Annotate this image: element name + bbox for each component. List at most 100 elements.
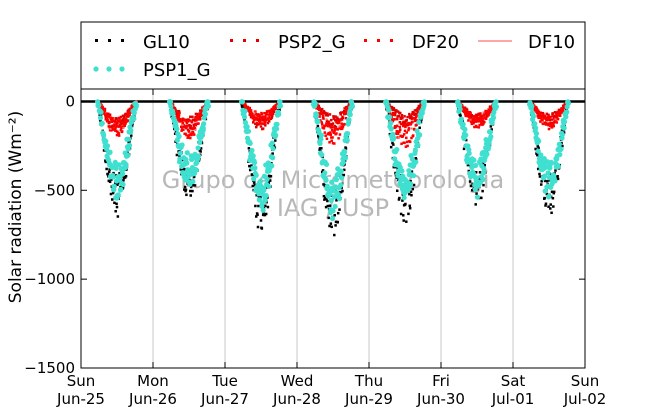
point-df20	[490, 107, 494, 110]
point-df20	[534, 106, 537, 109]
point-gl10	[412, 183, 416, 187]
point-gl10	[341, 189, 344, 193]
point-gl10	[123, 176, 127, 179]
point-gl10	[316, 124, 320, 128]
point-psp1-g	[388, 126, 394, 132]
point-psp1-g	[345, 130, 351, 137]
point-gl10	[328, 224, 331, 228]
point-gl10	[122, 179, 125, 182]
point-psp2-g	[405, 119, 408, 122]
point-psp1-g	[395, 173, 401, 179]
point-psp2-g	[479, 112, 482, 115]
point-df20	[549, 124, 552, 127]
point-psp2-g	[188, 123, 191, 127]
point-psp2-g	[391, 107, 394, 110]
point-psp2-g	[257, 122, 261, 126]
point-psp2-g	[259, 116, 262, 120]
point-psp1-g	[195, 153, 202, 159]
point-psp2-g	[404, 121, 407, 125]
point-psp2-g	[342, 109, 346, 113]
point-psp1-g	[252, 165, 258, 171]
x-tick-day-1: Mon	[137, 372, 169, 390]
point-df20	[406, 144, 409, 148]
point-psp2-g	[320, 110, 323, 113]
point-psp2-g	[408, 112, 411, 116]
point-df20	[324, 124, 328, 127]
point-df10	[541, 121, 544, 124]
point-df20	[113, 128, 117, 131]
point-gl10	[344, 147, 348, 150]
point-df20	[126, 119, 130, 122]
point-df20	[180, 128, 184, 131]
point-psp2-g	[478, 119, 481, 122]
point-psp1-g	[536, 138, 542, 144]
point-df20	[539, 120, 542, 123]
point-df20	[115, 133, 119, 137]
point-gl10	[549, 207, 552, 210]
point-psp2-g	[393, 113, 397, 117]
point-gl10	[560, 129, 564, 132]
point-df20	[344, 116, 348, 120]
point-df20	[487, 113, 490, 117]
point-df20	[112, 128, 115, 131]
point-df20	[333, 129, 336, 132]
point-psp1-g	[336, 196, 343, 202]
point-psp1-g	[317, 140, 323, 146]
legend-marker	[243, 39, 246, 42]
point-gl10	[462, 147, 466, 151]
point-psp2-g	[327, 120, 330, 123]
point-gl10	[189, 194, 192, 197]
legend-marker	[106, 66, 112, 72]
point-psp1-g	[257, 178, 264, 184]
point-df20	[244, 103, 247, 106]
point-psp1-g	[273, 126, 280, 132]
point-psp2-g	[122, 118, 125, 121]
watermark: Grupo de Micrometeorologia IAG / USP	[162, 166, 504, 222]
point-df20	[469, 112, 472, 115]
point-df20	[186, 120, 190, 123]
point-df20	[395, 132, 398, 136]
point-gl10	[189, 189, 192, 193]
point-psp1-g	[342, 149, 348, 155]
point-psp1-g	[394, 146, 400, 153]
point-psp1-g	[416, 119, 422, 125]
point-gl10	[340, 186, 343, 190]
point-gl10	[550, 211, 553, 215]
point-psp1-g	[318, 136, 324, 142]
point-gl10	[490, 128, 493, 131]
legend-marker	[121, 39, 124, 42]
point-gl10	[99, 119, 102, 123]
point-gl10	[121, 186, 125, 190]
point-df20	[186, 124, 189, 127]
legend-marker	[93, 66, 99, 72]
point-df20	[319, 119, 322, 122]
point-df20	[320, 111, 323, 115]
point-df20	[261, 115, 264, 118]
legend-label: PSP1_G	[143, 60, 211, 81]
point-gl10	[475, 192, 478, 195]
point-df20	[103, 109, 107, 112]
point-psp2-g	[193, 119, 197, 122]
point-psp2-g	[400, 114, 404, 117]
point-psp2-g	[122, 115, 126, 119]
point-psp1-g	[413, 159, 419, 165]
point-gl10	[458, 113, 462, 116]
point-psp2-g	[262, 119, 266, 122]
point-gl10	[257, 204, 260, 208]
point-df20	[181, 121, 185, 125]
point-psp1-g	[251, 160, 258, 166]
point-df20	[182, 128, 185, 132]
point-gl10	[552, 191, 556, 195]
point-psp1-g	[463, 132, 469, 138]
point-psp2-g	[401, 117, 404, 120]
point-psp2-g	[272, 110, 276, 114]
point-psp1-g	[241, 114, 248, 120]
point-gl10	[336, 211, 340, 215]
point-psp2-g	[391, 111, 395, 115]
point-gl10	[118, 171, 121, 175]
point-psp2-g	[328, 113, 332, 116]
point-psp1-g	[330, 208, 336, 214]
point-psp1-g	[185, 174, 191, 180]
point-psp2-g	[402, 120, 405, 124]
point-psp1-g	[558, 146, 564, 152]
